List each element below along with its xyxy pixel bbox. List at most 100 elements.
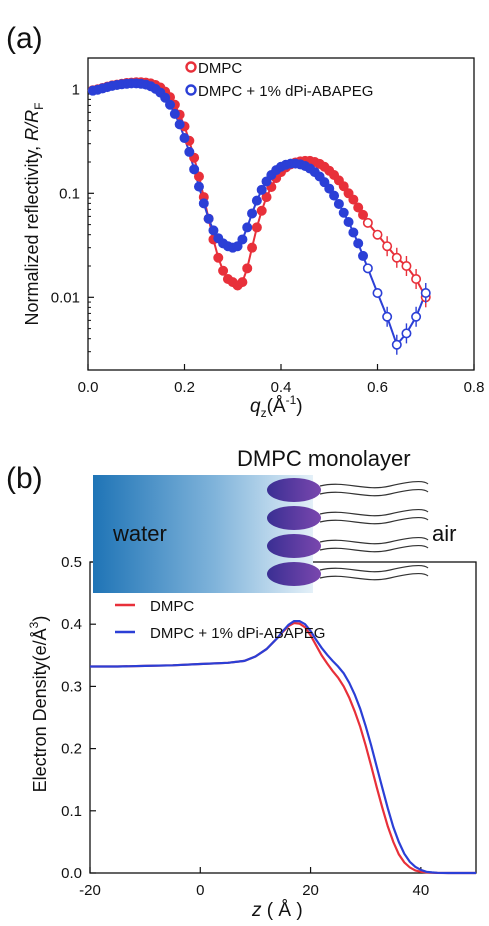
chart-a-points bbox=[87, 77, 431, 355]
data-point-peg bbox=[362, 263, 373, 274]
legend-dmpc-label: DMPC bbox=[198, 60, 242, 77]
chart-b-xlabel: z ( Å ) bbox=[251, 900, 303, 921]
data-point-dmpc bbox=[411, 273, 422, 284]
lipid-headgroup bbox=[267, 534, 321, 558]
data-point-peg bbox=[203, 213, 214, 224]
data-point-peg bbox=[198, 198, 209, 209]
monolayer-diagram: water air DMPC monolayer bbox=[93, 446, 456, 593]
density-line-dmpc bbox=[90, 621, 476, 875]
y-tick-label: 0.5 bbox=[61, 554, 82, 571]
data-point-peg bbox=[358, 250, 369, 261]
data-point-dmpc bbox=[213, 252, 224, 263]
data-point-peg bbox=[189, 164, 200, 175]
data-point-peg bbox=[401, 328, 412, 339]
lipid-headgroup bbox=[267, 506, 321, 530]
data-point-dmpc bbox=[338, 181, 349, 192]
x-tick-label: -20 bbox=[79, 882, 101, 899]
chart-a-legend: DMPC DMPC + 1% dPi-ABAPEG bbox=[185, 60, 373, 100]
legend-b-peg-label: DMPC + 1% dPi-ABAPEG bbox=[150, 625, 325, 642]
data-point-dmpc bbox=[353, 202, 364, 213]
chart-b-ticks: -20 0 20 40 0.0 0.1 0.2 0.3 0.4 0.5 bbox=[61, 554, 429, 899]
diagram-title: DMPC monolayer bbox=[237, 446, 411, 471]
data-point-peg bbox=[420, 288, 431, 299]
data-point-peg bbox=[329, 190, 340, 201]
lipid-tail bbox=[319, 509, 429, 517]
chart-a-xlabel: qz(Å-1) bbox=[250, 393, 303, 420]
y-tick-label: 0.3 bbox=[61, 678, 82, 695]
x-tick-label: 0.4 bbox=[271, 379, 292, 396]
y-tick-label: 0.2 bbox=[61, 741, 82, 758]
lipid-molecules bbox=[267, 478, 429, 586]
y-tick-label: 0.1 bbox=[59, 185, 80, 202]
data-point-dmpc bbox=[372, 229, 383, 240]
data-point-peg bbox=[411, 311, 422, 322]
y-tick-label: 0.1 bbox=[61, 803, 82, 820]
x-tick-label: 20 bbox=[302, 882, 319, 899]
legend-peg-label: DMPC + 1% dPi-ABAPEG bbox=[198, 83, 373, 100]
density-line-peg bbox=[90, 620, 476, 875]
data-point-peg bbox=[165, 99, 176, 110]
y-tick-label: 0.01 bbox=[51, 289, 80, 306]
data-point-peg bbox=[391, 339, 402, 350]
panel-b-label: (b) bbox=[6, 462, 43, 495]
data-point-peg bbox=[184, 146, 195, 157]
data-point-peg bbox=[232, 241, 243, 252]
data-point-peg bbox=[319, 177, 330, 188]
y-tick-label: 0.4 bbox=[61, 616, 82, 633]
x-tick-label: 0 bbox=[196, 882, 204, 899]
lipid-headgroup bbox=[267, 562, 321, 586]
data-point-peg bbox=[256, 184, 267, 195]
data-point-dmpc bbox=[237, 277, 248, 288]
data-point-peg bbox=[372, 288, 383, 299]
data-point-dmpc bbox=[256, 205, 267, 216]
data-point-peg bbox=[343, 216, 354, 227]
data-point-dmpc bbox=[247, 242, 258, 253]
data-point-peg bbox=[160, 92, 171, 103]
lipid-tail bbox=[319, 565, 429, 573]
data-point-dmpc bbox=[242, 263, 253, 274]
data-point-peg bbox=[179, 133, 190, 144]
chart-a-ylabel: Normalized reflectivity, R/RF bbox=[22, 102, 46, 325]
x-tick-label: 0.8 bbox=[464, 379, 485, 396]
lipid-tail bbox=[319, 537, 429, 545]
legend-b-dmpc-label: DMPC bbox=[150, 598, 194, 615]
legend-peg-marker bbox=[185, 84, 197, 96]
data-point-peg bbox=[353, 238, 364, 249]
x-tick-label: 0.0 bbox=[78, 379, 99, 396]
y-tick-label: 1 bbox=[72, 81, 80, 98]
chart-a-ticks: 0.0 0.2 0.4 0.6 0.8 1 0.1 0.01 bbox=[51, 57, 485, 396]
x-tick-label: 40 bbox=[413, 882, 430, 899]
lipid-tail bbox=[319, 517, 429, 525]
data-point-dmpc bbox=[261, 192, 272, 203]
chart-b-lines bbox=[90, 620, 476, 875]
chart-b: -20 0 20 40 0.0 0.1 0.2 0.3 0.4 0.5 DMPC DMPC + 1… bbox=[27, 554, 477, 921]
chart-b-legend: DMPC DMPC + 1% dPi-ABAPEG bbox=[115, 598, 325, 642]
data-point-peg bbox=[324, 183, 335, 194]
air-label: air bbox=[432, 521, 456, 546]
data-point-peg bbox=[348, 227, 359, 238]
lipid-headgroup bbox=[267, 478, 321, 502]
lipid-tail bbox=[319, 573, 429, 581]
panel-a-label: (a) bbox=[6, 22, 43, 55]
data-point-dmpc bbox=[391, 252, 402, 263]
y-tick-label: 0.0 bbox=[61, 865, 82, 882]
data-point-dmpc bbox=[251, 222, 262, 233]
data-point-peg bbox=[261, 176, 272, 187]
x-tick-label: 0.2 bbox=[174, 379, 195, 396]
legend-dmpc-marker bbox=[185, 61, 197, 73]
lipid-tail bbox=[319, 489, 429, 497]
chart-a: 0.0 0.2 0.4 0.6 0.8 1 0.1 0.01 DMPC DMPC + 1% d… bbox=[22, 57, 485, 420]
lipid-tail bbox=[319, 481, 429, 489]
lipid-tail bbox=[319, 545, 429, 553]
data-point-dmpc bbox=[348, 194, 359, 205]
data-point-peg bbox=[333, 198, 344, 209]
data-point-peg bbox=[251, 195, 262, 206]
data-point-dmpc bbox=[401, 260, 412, 271]
data-point-dmpc bbox=[218, 265, 229, 276]
data-point-peg bbox=[338, 207, 349, 218]
data-point-peg bbox=[208, 225, 219, 236]
data-point-dmpc bbox=[362, 217, 373, 228]
data-point-peg bbox=[237, 234, 248, 245]
data-point-peg bbox=[169, 108, 180, 119]
